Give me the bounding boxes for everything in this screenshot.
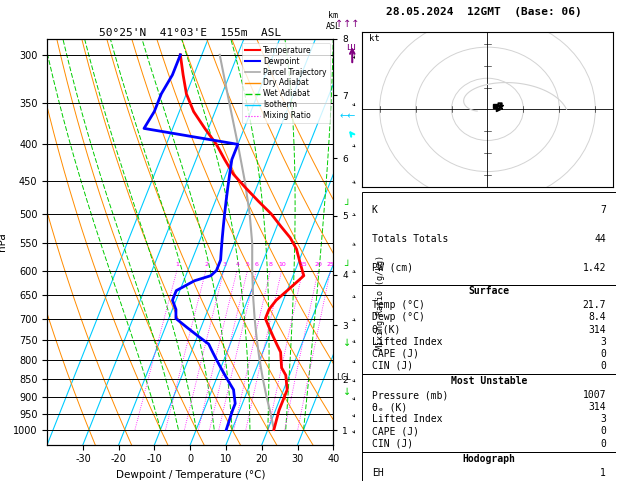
Text: 0: 0 bbox=[600, 361, 606, 371]
Text: K: K bbox=[372, 205, 378, 215]
Text: Pressure (mb): Pressure (mb) bbox=[372, 390, 448, 400]
Text: CAPE (J): CAPE (J) bbox=[372, 348, 419, 359]
Text: Surface: Surface bbox=[469, 286, 509, 296]
Text: LCL: LCL bbox=[337, 373, 351, 382]
Text: CIN (J): CIN (J) bbox=[372, 439, 413, 449]
Legend: Temperature, Dewpoint, Parcel Trajectory, Dry Adiabat, Wet Adiabat, Isotherm, Mi: Temperature, Dewpoint, Parcel Trajectory… bbox=[242, 43, 330, 123]
Text: PW (cm): PW (cm) bbox=[372, 263, 413, 273]
Text: Hodograph: Hodograph bbox=[462, 453, 516, 464]
Text: ┘: ┘ bbox=[344, 261, 350, 271]
Text: 0: 0 bbox=[600, 427, 606, 436]
Text: ↓: ↓ bbox=[343, 387, 351, 397]
Text: 3: 3 bbox=[600, 336, 606, 347]
Y-axis label: hPa: hPa bbox=[0, 232, 8, 251]
Text: CAPE (J): CAPE (J) bbox=[372, 427, 419, 436]
Text: 0: 0 bbox=[600, 348, 606, 359]
Text: 21.7: 21.7 bbox=[582, 300, 606, 311]
Text: 5: 5 bbox=[246, 262, 250, 267]
Bar bbox=[362, 284, 616, 374]
Text: 3: 3 bbox=[600, 415, 606, 424]
Text: Temp (°C): Temp (°C) bbox=[372, 300, 425, 311]
Bar bbox=[362, 192, 616, 284]
Text: ←←: ←← bbox=[339, 112, 355, 122]
Text: θₑ (K): θₑ (K) bbox=[372, 402, 407, 412]
Text: 20: 20 bbox=[314, 262, 322, 267]
Text: kt: kt bbox=[369, 34, 380, 43]
Text: θₑ(K): θₑ(K) bbox=[372, 325, 401, 334]
Text: 28.05.2024  12GMT  (Base: 06): 28.05.2024 12GMT (Base: 06) bbox=[386, 7, 582, 17]
Text: 1007: 1007 bbox=[582, 390, 606, 400]
Bar bbox=[362, 374, 616, 452]
Text: 1: 1 bbox=[175, 262, 179, 267]
Text: 8: 8 bbox=[269, 262, 272, 267]
Text: 44: 44 bbox=[594, 234, 606, 244]
Text: 25: 25 bbox=[326, 262, 335, 267]
Text: ┘: ┘ bbox=[344, 200, 350, 210]
Text: Mixing Ratio (g/kg): Mixing Ratio (g/kg) bbox=[376, 255, 385, 350]
Text: 314: 314 bbox=[589, 325, 606, 334]
Text: km
ASL: km ASL bbox=[326, 11, 341, 31]
Text: ш: ш bbox=[347, 42, 355, 52]
Title: 50°25'N  41°03'E  155m  ASL: 50°25'N 41°03'E 155m ASL bbox=[99, 28, 281, 38]
Text: 2: 2 bbox=[204, 262, 208, 267]
Text: ↓: ↓ bbox=[343, 338, 351, 348]
Text: EH: EH bbox=[372, 468, 384, 478]
Text: 1.42: 1.42 bbox=[582, 263, 606, 273]
Text: 7: 7 bbox=[600, 205, 606, 215]
Text: 0: 0 bbox=[600, 439, 606, 449]
Text: CIN (J): CIN (J) bbox=[372, 361, 413, 371]
Text: 314: 314 bbox=[589, 402, 606, 412]
Text: 3: 3 bbox=[222, 262, 226, 267]
Text: 15: 15 bbox=[299, 262, 307, 267]
Bar bbox=[362, 452, 616, 486]
Text: Lifted Index: Lifted Index bbox=[372, 336, 442, 347]
Text: Dewp (°C): Dewp (°C) bbox=[372, 312, 425, 322]
Text: Totals Totals: Totals Totals bbox=[372, 234, 448, 244]
Text: 10: 10 bbox=[278, 262, 286, 267]
Text: 6: 6 bbox=[255, 262, 259, 267]
Text: 8.4: 8.4 bbox=[589, 312, 606, 322]
Text: ↑↑↑: ↑↑↑ bbox=[335, 19, 359, 30]
Text: Lifted Index: Lifted Index bbox=[372, 415, 442, 424]
Text: 4: 4 bbox=[235, 262, 239, 267]
Text: 1: 1 bbox=[600, 468, 606, 478]
X-axis label: Dewpoint / Temperature (°C): Dewpoint / Temperature (°C) bbox=[116, 470, 265, 480]
Text: Most Unstable: Most Unstable bbox=[451, 376, 527, 385]
